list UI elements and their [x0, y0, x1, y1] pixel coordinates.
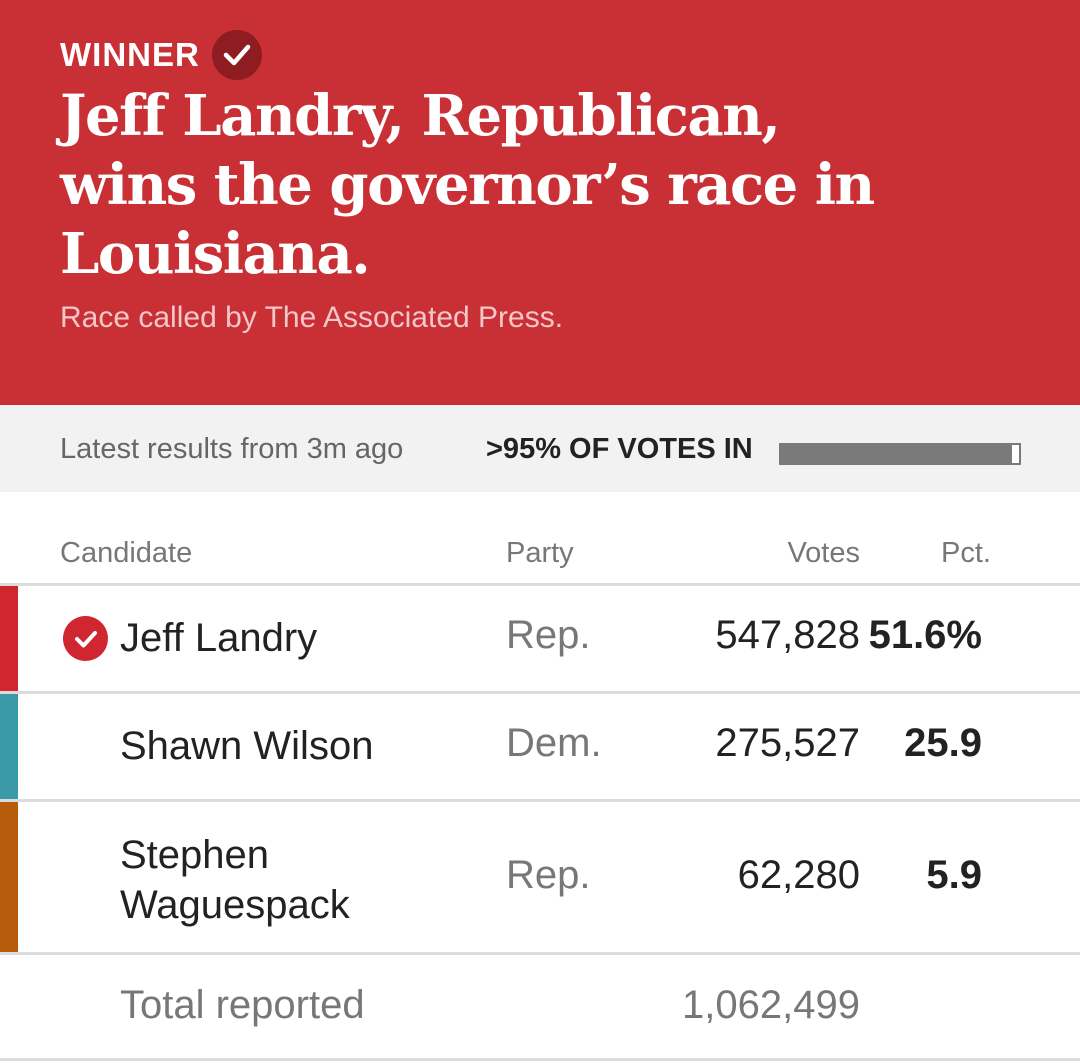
votes-in-progress-fill — [781, 445, 1012, 463]
party-color-swatch — [0, 802, 18, 952]
header-party: Party — [506, 537, 574, 569]
table-row: Stephen Waguespack Rep. 62,280 5.9 — [0, 802, 1080, 955]
winner-row: WINNER — [60, 30, 262, 80]
table-row: Jeff Landry Rep. 547,828 51.6% — [0, 586, 1080, 694]
header-candidate: Candidate — [60, 537, 193, 569]
candidate-pct: 25.9 — [904, 721, 982, 765]
candidate-pct: 5.9 — [926, 853, 982, 897]
winner-banner: WINNER Jeff Landry, Republican, wins the… — [0, 0, 1080, 405]
table-header: Candidate Party Votes Pct. — [0, 492, 1080, 586]
total-label: Total reported — [120, 983, 365, 1027]
headline: Jeff Landry, Republican, wins the govern… — [60, 83, 875, 287]
candidate-name: Shawn Wilson — [120, 724, 374, 768]
header-votes: Votes — [787, 537, 860, 569]
votes-in-progress-bar — [779, 443, 1021, 465]
total-votes: 1,062,499 — [682, 983, 860, 1027]
winner-check-icon — [63, 616, 108, 661]
winner-check-icon — [211, 30, 262, 80]
party-color-swatch — [0, 694, 18, 799]
candidate-name: Jeff Landry — [120, 616, 318, 660]
party-color-swatch — [0, 586, 18, 691]
winner-label: WINNER — [60, 36, 200, 73]
table-row: Shawn Wilson Dem. 275,527 25.9 — [0, 694, 1080, 802]
candidate-votes: 275,527 — [715, 721, 860, 765]
candidate-party: Rep. — [506, 853, 591, 897]
total-row: Total reported 1,062,499 — [0, 955, 1080, 1061]
candidate-votes: 62,280 — [737, 853, 860, 897]
race-called-note: Race called by The Associated Press. — [60, 301, 564, 334]
candidate-party: Rep. — [506, 613, 591, 657]
candidate-votes: 547,828 — [715, 613, 860, 657]
candidate-pct: 51.6% — [868, 613, 982, 657]
header-pct: Pct. — [941, 537, 991, 569]
candidate-name: Stephen Waguespack — [120, 833, 350, 927]
candidate-party: Dem. — [506, 721, 602, 765]
results-status-bar: Latest results from 3m ago >95% OF VOTES… — [0, 405, 1080, 492]
results-table: Candidate Party Votes Pct. Jeff Landry R… — [0, 492, 1080, 1061]
latest-results-timestamp: Latest results from 3m ago — [60, 433, 404, 465]
votes-in-label: >95% OF VOTES IN — [486, 433, 753, 465]
